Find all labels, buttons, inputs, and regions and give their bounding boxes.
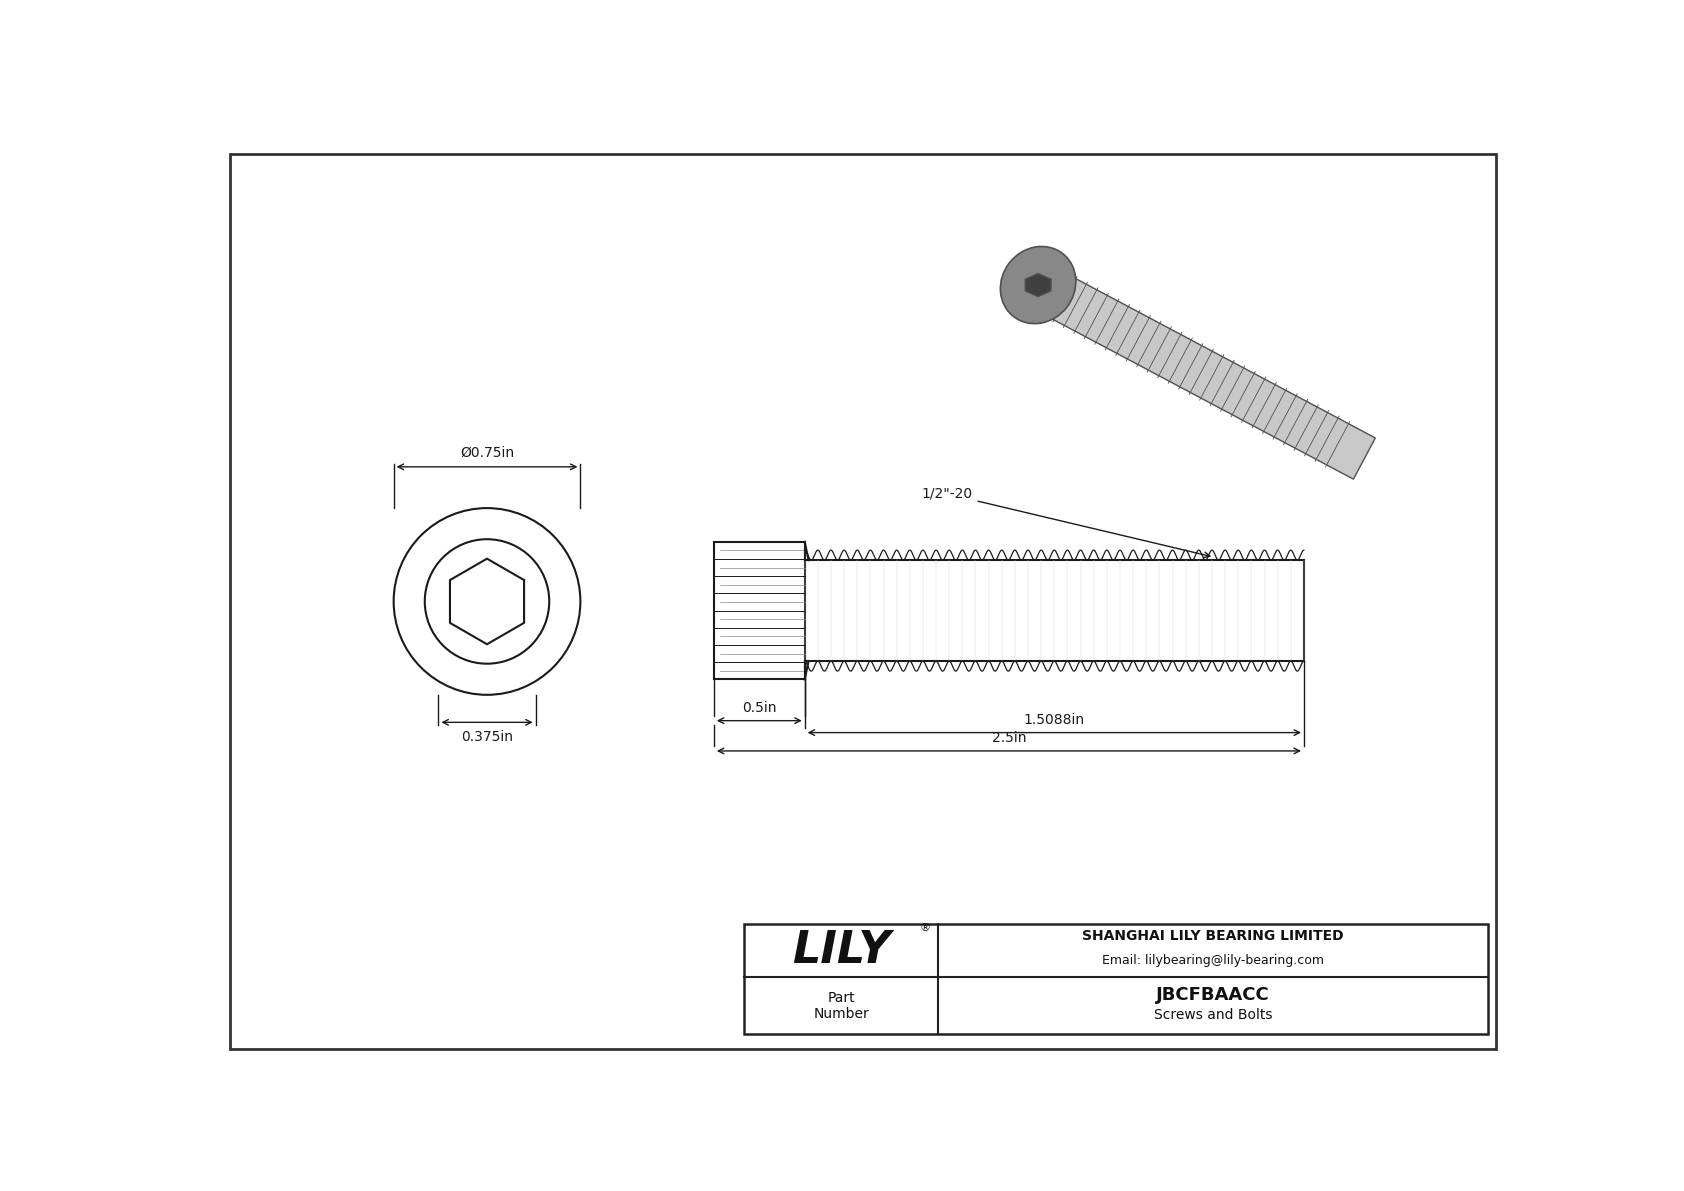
Text: Ø0.75in: Ø0.75in xyxy=(460,445,514,460)
Text: ®: ® xyxy=(919,923,931,933)
Text: 0.5in: 0.5in xyxy=(743,701,776,715)
Ellipse shape xyxy=(1000,247,1076,324)
Bar xyxy=(714,542,805,679)
Text: 2.5in: 2.5in xyxy=(992,731,1026,746)
Text: JBCFBAACC: JBCFBAACC xyxy=(1157,986,1270,1004)
Text: Screws and Bolts: Screws and Bolts xyxy=(1154,1008,1273,1022)
Text: 0.375in: 0.375in xyxy=(461,730,514,743)
Text: 1.5088in: 1.5088in xyxy=(1024,713,1084,727)
Text: 1/2"-20: 1/2"-20 xyxy=(921,487,1209,557)
Bar xyxy=(744,924,1489,1034)
Polygon shape xyxy=(1027,264,1376,479)
Text: Part
Number: Part Number xyxy=(813,991,869,1021)
Text: Email: lilybearing@lily-bearing.com: Email: lilybearing@lily-bearing.com xyxy=(1101,954,1324,967)
Text: LILY: LILY xyxy=(791,929,891,972)
Text: SHANGHAI LILY BEARING LIMITED: SHANGHAI LILY BEARING LIMITED xyxy=(1083,929,1344,943)
Polygon shape xyxy=(1026,274,1051,297)
